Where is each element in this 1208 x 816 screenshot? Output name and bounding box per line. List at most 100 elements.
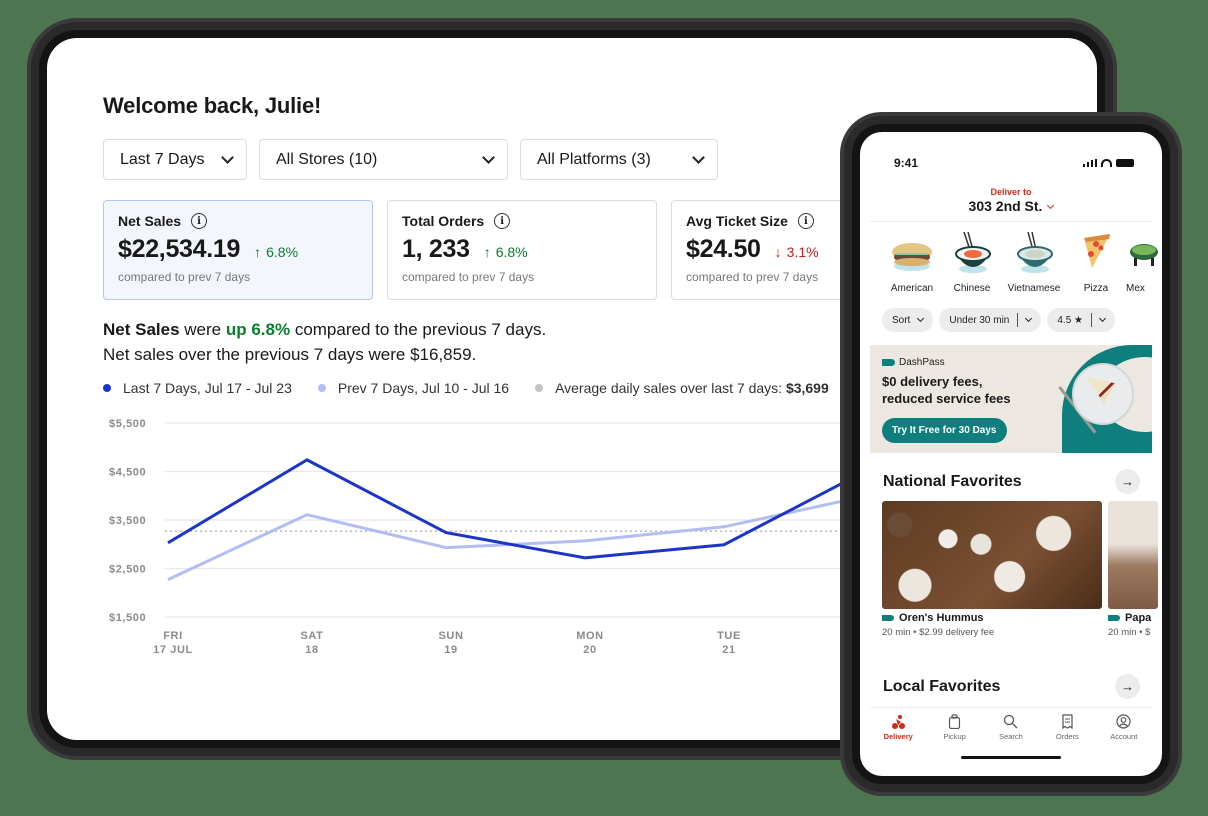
page-title: Welcome back, Julie! <box>103 93 322 118</box>
divider <box>1091 313 1093 327</box>
pho-bowl-icon <box>1012 231 1056 274</box>
svg-text:20: 20 <box>583 644 596 656</box>
platforms-select[interactable]: All Platforms (3) <box>520 139 718 180</box>
tab-delivery[interactable]: Delivery <box>870 714 926 741</box>
dashpass-icon <box>1108 615 1120 621</box>
arrow-right-icon[interactable]: → <box>1115 674 1140 699</box>
tab-search[interactable]: Search <box>983 714 1039 741</box>
kpi-cards: Net Sales i $22,534.19 ↑ 6.8% compared to… <box>103 200 941 300</box>
cuisine-chinese[interactable]: Chinese <box>942 231 1002 294</box>
tab-account[interactable]: Account <box>1096 714 1152 741</box>
cuisine-label: Mex <box>1126 283 1145 294</box>
delivery-time-chip[interactable]: Under 30 min <box>939 308 1042 332</box>
chevron-down-icon <box>221 150 234 164</box>
date-range-label: Last 7 Days <box>120 150 205 168</box>
chart-canvas: $5,500 $4,500 $3,500 $2,500 $1,500 FRI 17 JUL S… <box>109 418 925 656</box>
tab-label: Search <box>999 732 1023 741</box>
kpi-delta: ↑ 6.8% <box>484 244 528 260</box>
legend-label: Prev 7 Days, Jul 10 - Jul 16 <box>337 380 510 396</box>
cuisine-pizza[interactable]: Pizza <box>1066 232 1126 294</box>
legend-item-last-7[interactable]: Last 7 Days, Jul 17 - Jul 23 <box>103 380 292 396</box>
kpi-value: $24.50 <box>686 235 761 263</box>
cuisine-label: American <box>890 283 934 294</box>
store-card[interactable]: Oren's Hummus 20 min • $2.99 delivery fe… <box>882 501 1102 638</box>
tab-label: Account <box>1110 732 1138 741</box>
legend-dot-icon <box>103 384 111 392</box>
arrow-up-icon: ↑ <box>483 244 491 260</box>
arrow-right-icon[interactable]: → <box>1115 469 1140 494</box>
cuisine-label: Pizza <box>1083 283 1109 294</box>
cuisine-vietnamese[interactable]: Vietnamese <box>1002 231 1066 294</box>
store-card[interactable]: Papa 20 min • $ <box>1108 501 1158 638</box>
cuisine-label: Vietnamese <box>1007 283 1061 294</box>
kpi-card-net-sales[interactable]: Net Sales i $22,534.19 ↑ 6.8% compared to… <box>103 200 373 300</box>
info-icon[interactable]: i <box>797 213 814 229</box>
summary-text: compared to the previous 7 days. <box>290 320 547 339</box>
tab-orders[interactable]: Orders <box>1039 714 1095 741</box>
chevron-down-icon <box>1098 314 1107 323</box>
cuisine-american[interactable]: American <box>882 232 942 294</box>
cuisine-mexican[interactable]: Mex <box>1126 232 1162 294</box>
chip-label: Sort <box>892 314 911 326</box>
promo-title: $0 delivery fees, reduced service fees <box>882 373 1011 407</box>
date-range-select[interactable]: Last 7 Days <box>103 139 247 180</box>
sort-chip[interactable]: Sort <box>882 308 934 332</box>
kpi-title: Total Orders <box>402 213 485 229</box>
kpi-value: $22,534.19 <box>118 235 241 263</box>
svg-text:18: 18 <box>305 644 318 656</box>
svg-text:$5,500: $5,500 <box>109 418 146 430</box>
battery-icon <box>1116 159 1134 167</box>
status-bar: 9:41 <box>894 156 1134 170</box>
summary-change: up 6.8% <box>225 320 291 339</box>
dashpass-promo-banner[interactable]: DashPass $0 delivery fees, reduced servi… <box>870 345 1152 453</box>
try-free-button[interactable]: Try It Free for 30 Days <box>882 418 1007 443</box>
bottom-tab-bar: Delivery Pickup Search Orders Account <box>870 707 1152 741</box>
kpi-subtitle: compared to prev 7 days <box>118 270 251 284</box>
store-meta: 20 min • $ <box>1108 627 1151 638</box>
svg-text:$4,500: $4,500 <box>109 467 146 479</box>
cuisine-label: Chinese <box>953 283 991 294</box>
kpi-delta-value: 3.1% <box>786 244 819 260</box>
stores-label: All Stores (10) <box>276 150 378 168</box>
summary-previous: Net sales over the previous 7 days were … <box>103 345 477 364</box>
kpi-delta: ↓ 3.1% <box>775 244 819 260</box>
divider <box>1017 313 1019 327</box>
store-meta: 20 min • $2.99 delivery fee <box>882 627 995 638</box>
search-icon <box>1004 714 1018 729</box>
national-favorites-carousel: Oren's Hummus 20 min • $2.99 delivery fe… <box>882 501 1158 638</box>
promo-title-line: $0 delivery fees, <box>882 374 983 389</box>
kpi-subtitle: compared to prev 7 days <box>686 270 819 284</box>
stores-select[interactable]: All Stores (10) <box>259 139 508 180</box>
legend-dot-icon <box>317 384 326 392</box>
legend-item-prev-7[interactable]: Prev 7 Days, Jul 10 - Jul 16 <box>317 380 510 396</box>
summary-metric: Net Sales <box>103 320 180 339</box>
promo-title-line: reduced service fees <box>882 391 1011 406</box>
info-icon[interactable]: i <box>494 213 511 229</box>
arrow-down-icon: ↓ <box>774 244 782 260</box>
tab-label: Orders <box>1055 732 1079 741</box>
kpi-card-total-orders[interactable]: Total Orders i 1, 233 ↑ 6.8% compared to … <box>387 200 657 300</box>
legend-item-average[interactable]: Average daily sales over last 7 days: $3… <box>535 380 829 396</box>
legend-label: Average daily sales over last 7 days: $3… <box>555 380 829 396</box>
dashpass-brand: DashPass <box>882 357 945 368</box>
svg-text:FRI: FRI <box>163 630 183 642</box>
delivery-icon <box>891 715 905 729</box>
chevron-down-icon <box>1047 201 1055 210</box>
pizza-icon <box>1074 232 1118 274</box>
local-favorites-header: Local Favorites → <box>883 674 1140 699</box>
sales-summary: Net Sales were up 6.8% compared to the p… <box>103 317 546 367</box>
kpi-value: 1, 233 <box>402 235 470 263</box>
legend-dot-icon <box>535 384 544 392</box>
kpi-delta-value: 6.8% <box>495 244 528 260</box>
phone-mockup: 9:41 Deliver to 303 2nd St. American Chi… <box>860 132 1162 776</box>
svg-text:$2,500: $2,500 <box>109 564 146 576</box>
chevron-down-icon <box>917 314 925 323</box>
account-icon <box>1116 714 1131 729</box>
receipt-icon <box>1062 714 1073 729</box>
deliver-to-selector[interactable]: Deliver to 303 2nd St. <box>860 187 1162 214</box>
chip-label: Under 30 min <box>949 314 1010 326</box>
store-image <box>1108 501 1158 609</box>
rating-chip[interactable]: 4.5 ★ <box>1047 308 1116 332</box>
tab-pickup[interactable]: Pickup <box>927 714 983 741</box>
info-icon[interactable]: i <box>191 213 208 229</box>
